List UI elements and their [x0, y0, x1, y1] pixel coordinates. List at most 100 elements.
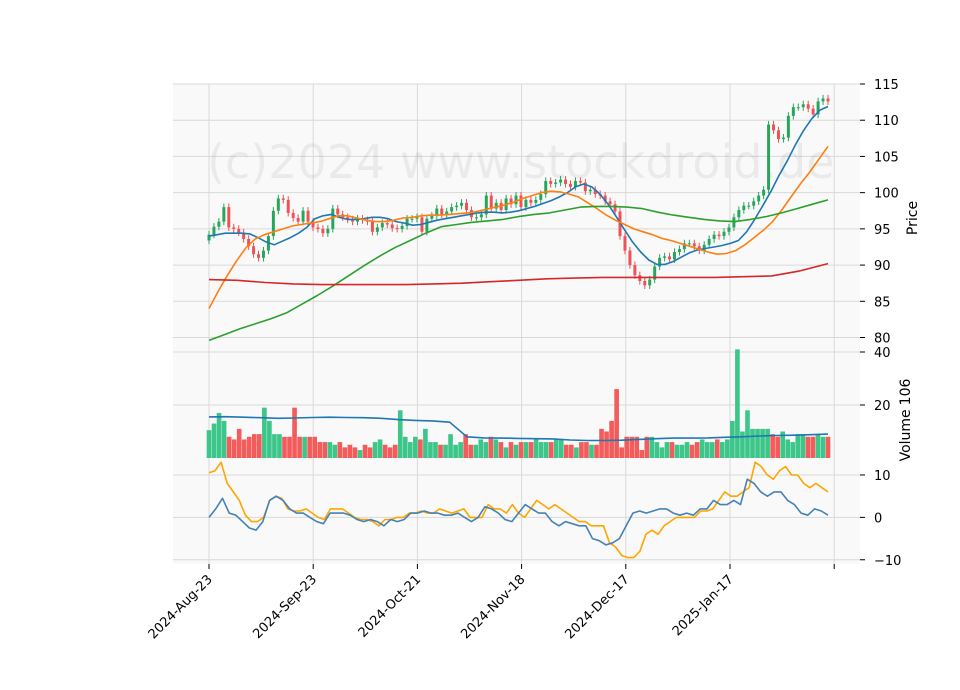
volume-bar	[584, 442, 589, 458]
volume-bar	[654, 442, 660, 458]
volume-bar	[704, 442, 710, 458]
candle-body	[217, 221, 221, 227]
candle-body	[400, 225, 404, 229]
series-line-ma200	[208, 262, 829, 286]
candle-body	[252, 246, 256, 255]
volume-bar	[483, 442, 489, 458]
volume-bar	[267, 420, 272, 458]
volume-bar	[423, 428, 428, 458]
volume-bar	[508, 442, 514, 458]
volume-bar	[317, 442, 323, 458]
candle-body	[524, 199, 528, 208]
x-tick-label: 2024-Aug-23	[146, 572, 216, 642]
volume-bar	[594, 444, 599, 458]
volume-bar	[820, 436, 826, 458]
volume-bar	[372, 442, 378, 458]
oscillator-marks	[208, 461, 829, 559]
candle-body	[351, 219, 355, 222]
candle-body	[390, 224, 394, 229]
x-axis: 2024-Aug-23 2024-Sep-23 2024-Oct-21 2024-No…	[146, 564, 835, 642]
volume-bar	[287, 436, 292, 458]
candle-body	[791, 107, 795, 116]
candle-body	[380, 223, 384, 228]
volume-bar	[493, 439, 499, 458]
volume-bar	[327, 442, 333, 458]
volume-bar	[292, 407, 297, 458]
candle-body	[450, 207, 454, 212]
volume-bar	[740, 431, 745, 458]
candle-body	[613, 204, 617, 212]
volume-bar	[241, 439, 247, 458]
candle-body	[722, 231, 726, 237]
candle-body	[405, 218, 409, 226]
volume-bar	[810, 436, 816, 458]
volume-bar	[679, 444, 685, 458]
candle-body	[474, 217, 478, 219]
volume-bar	[428, 442, 433, 458]
candle-body	[737, 210, 741, 218]
volume-axis-unit: 106	[898, 379, 914, 406]
candle-body	[593, 189, 597, 195]
candle-body	[529, 199, 533, 203]
volume-bar	[579, 442, 584, 458]
volume-bar	[342, 447, 348, 458]
candle-body	[271, 210, 275, 237]
candle-body	[806, 104, 810, 109]
volume-bar	[453, 444, 458, 458]
price-panel-background	[173, 84, 860, 352]
volume-bar	[498, 442, 504, 458]
candle-body	[425, 218, 429, 232]
volume-bar	[569, 444, 574, 458]
candle-body	[539, 194, 543, 200]
watermark: (c)2024 www.stockdroid.de	[207, 135, 835, 189]
volume-bar	[735, 349, 740, 458]
volume-bar	[639, 450, 645, 458]
volume-bar	[307, 436, 312, 458]
oscillator-tick-label: 10	[874, 469, 891, 484]
price-tick-label: 105	[874, 150, 899, 165]
candle-body	[781, 137, 785, 140]
volume-bar	[518, 442, 524, 458]
volume-bar	[714, 439, 720, 458]
x-tick-label: 2024-Sep-23	[250, 572, 320, 642]
volume-bar	[418, 439, 423, 458]
price-axis-title: Price	[905, 201, 921, 235]
volume-bar	[694, 442, 700, 458]
volume-bar	[272, 434, 277, 458]
volume-bar	[725, 439, 730, 458]
candle-body	[385, 223, 389, 225]
volume-bar	[538, 442, 544, 458]
candle-body	[757, 195, 761, 202]
oscillator-line-oscillator	[208, 478, 829, 546]
volume-bar	[382, 444, 388, 458]
oscillator-panel: −10 0 10	[173, 458, 901, 569]
candle-body	[544, 181, 548, 195]
candle-body	[479, 214, 483, 218]
volume-bar	[528, 442, 534, 458]
volume-bar	[745, 410, 750, 458]
candle-body	[316, 227, 320, 229]
candle-body	[801, 104, 805, 108]
volume-grid	[173, 351, 860, 458]
candle-body	[762, 189, 766, 196]
candle-body	[786, 115, 790, 138]
volume-bar	[664, 442, 670, 458]
candle-body	[663, 256, 667, 258]
volume-bar	[206, 430, 212, 458]
candle-body	[484, 195, 488, 215]
price-tick-label: 110	[874, 114, 899, 129]
candle-body	[326, 228, 330, 234]
price-tick-label: 100	[874, 187, 899, 202]
candle-body	[578, 181, 582, 183]
volume-bar	[362, 444, 368, 458]
volume-bar	[589, 444, 594, 458]
volume-bar	[433, 442, 438, 458]
volume-bar	[790, 442, 796, 458]
volume-bar	[795, 434, 801, 458]
volume-bar	[659, 447, 665, 458]
candle-body	[435, 208, 439, 216]
volume-bar	[533, 439, 539, 458]
volume-bar	[614, 389, 619, 458]
volume-bar	[397, 410, 403, 458]
candle-body	[465, 202, 468, 211]
